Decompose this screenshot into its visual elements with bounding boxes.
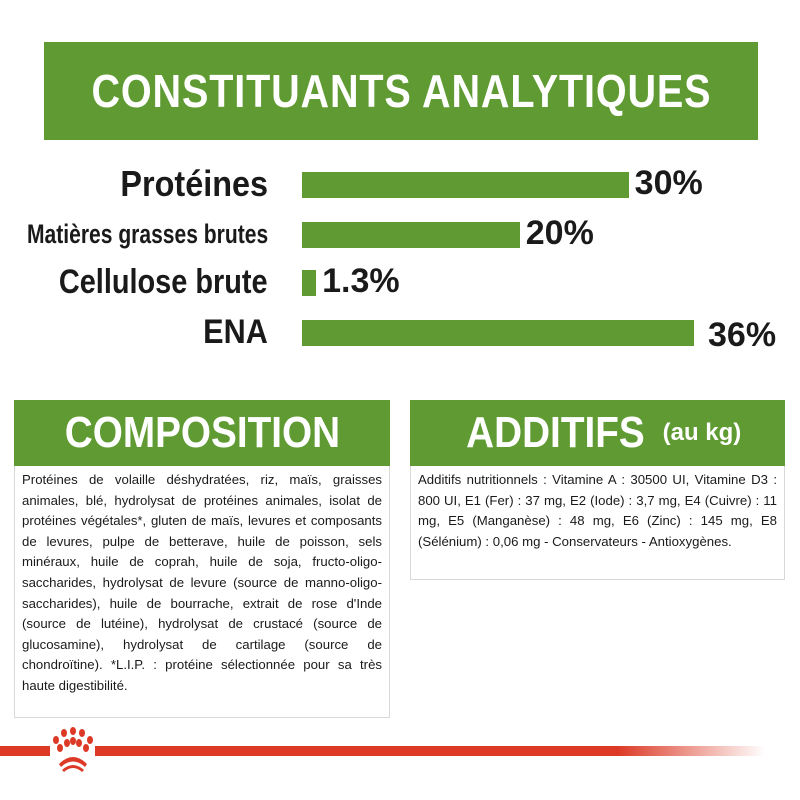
bar <box>302 320 694 346</box>
additifs-title: ADDITIFS <box>465 408 645 457</box>
composition-text: Protéines de volaille déshydratées, riz,… <box>22 472 382 693</box>
category-label: ENA <box>203 312 268 351</box>
composition-header: COMPOSITION <box>14 400 390 466</box>
analytical-constituents-banner: CONSTITUANTS ANALYTIQUES <box>44 42 758 140</box>
footer-line-left <box>0 746 50 756</box>
additifs-text: Additifs nutritionnels : Vitamine A : 30… <box>418 472 777 549</box>
category-label: Matières grasses brutes <box>26 218 268 249</box>
value-label: 1.3% <box>322 262 400 300</box>
footer-line-right <box>95 746 765 756</box>
bar <box>302 222 520 248</box>
category-label: Cellulose brute <box>59 262 268 301</box>
category-label: Protéines <box>120 163 268 205</box>
additifs-box: Additifs nutritionnels : Vitamine A : 30… <box>410 466 785 580</box>
composition-box: Protéines de volaille déshydratées, riz,… <box>14 466 390 718</box>
value-label: 20% <box>525 214 594 252</box>
value-label: 36% <box>708 316 777 354</box>
value-label: 30% <box>634 164 703 202</box>
bar <box>302 270 317 296</box>
additifs-header: ADDITIFS (au kg) <box>410 400 785 466</box>
composition-title: COMPOSITION <box>64 408 340 457</box>
crown-logo-icon <box>53 727 93 772</box>
banner-title: CONSTITUANTS ANALYTIQUES <box>91 65 711 117</box>
additifs-subtitle: (au kg) <box>662 419 742 446</box>
bar <box>302 172 629 198</box>
